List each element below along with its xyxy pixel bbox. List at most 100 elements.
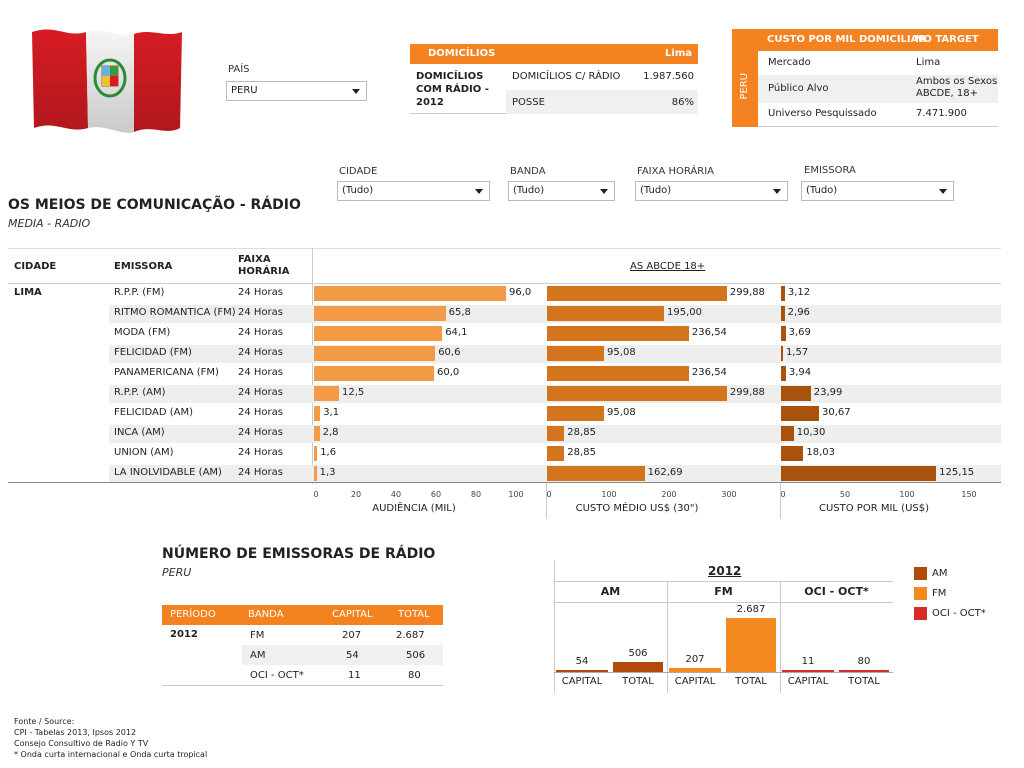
chart2-title: 2012 <box>708 564 742 578</box>
section1-title: OS MEIOS DE COMUNICAÇÃO - RÁDIO <box>8 197 301 213</box>
country-label: PAÍS <box>228 64 250 75</box>
filter-cidade-label: CIDADE <box>339 166 378 177</box>
cpm-side-bar: PERU <box>732 51 758 127</box>
bar-label-custo_mil: 2,96 <box>787 307 810 318</box>
chart2-category-label: TOTAL <box>848 676 880 687</box>
bar-label-custo_mil: 3,94 <box>788 367 812 378</box>
axis-tick: 150 <box>961 490 977 499</box>
axis-label-custo_mil: CUSTO POR MIL (US$) <box>819 503 929 514</box>
domicilios-value-1: 86% <box>671 97 694 108</box>
country-select[interactable]: PERU <box>226 81 367 101</box>
bar-label-custo_mil: 23,99 <box>813 387 843 398</box>
bar-label-custo_medio: 95,08 <box>607 347 636 358</box>
station-faixa: 24 Horas <box>238 287 283 298</box>
bar-label-custo_mil: 125,15 <box>939 467 975 478</box>
bar-audiencia <box>314 346 436 361</box>
bar-audiencia <box>314 446 318 461</box>
bar-custo_medio <box>547 406 605 421</box>
bar-label-custo_mil: 30,67 <box>822 407 851 418</box>
bar-label-custo_medio: 28,85 <box>567 427 596 438</box>
bar-audiencia <box>314 386 339 401</box>
chart2-category-label: CAPITAL <box>674 676 716 687</box>
station-faixa: 24 Horas <box>238 327 283 338</box>
filter-faixa-label: FAIXA HORÁRIA <box>637 166 715 177</box>
bar-audiencia <box>314 406 321 421</box>
station-name: R.P.P. (AM) <box>114 387 166 398</box>
emissoras-header: PERÍODO BANDA CAPITAL TOTAL <box>162 605 443 625</box>
bar-label-audiencia: 96,0 <box>509 287 532 298</box>
domicilios-header: DOMICÍLIOS Lima <box>410 44 698 64</box>
chart2-bar-am-total <box>613 661 663 672</box>
axis-tick: 60 <box>430 490 442 499</box>
bar-custo_medio <box>547 386 727 401</box>
footer-source: Fonte / Source: CPI - Tabelas 2013, Ipso… <box>14 716 207 760</box>
station-faixa: 24 Horas <box>238 387 283 398</box>
bar-label-audiencia: 60,0 <box>437 367 460 378</box>
domicilios-header-right: Lima <box>665 48 692 59</box>
emissoras-body: 2012 FM 207 2.687 AM 54 506 OCI - OCT* 1… <box>162 625 443 686</box>
bar-label-audiencia: 65,8 <box>448 307 471 318</box>
chart2-bar-am-capital <box>556 670 608 672</box>
bar-custo_medio <box>547 466 645 481</box>
station-name: UNION (AM) <box>114 447 174 458</box>
bar-custo_mil <box>781 326 786 341</box>
filter-emissora-select[interactable]: (Tudo) <box>801 181 954 201</box>
emissoras-capital-1: 54 <box>346 650 359 661</box>
axis-tick: 300 <box>721 490 737 499</box>
cpm-value-0: Lima <box>916 57 941 68</box>
cpm-header: CUSTO POR MIL DOMICILIAR NO TARGET <box>732 29 998 51</box>
station-name: LA INOLVIDABLE (AM) <box>114 467 222 478</box>
header-faixa: FAIXA HORÁRIA <box>238 254 290 277</box>
emissoras-header-total: TOTAL <box>398 609 430 620</box>
chart2-bar-oci-total <box>839 670 889 672</box>
bar-custo_mil <box>781 466 937 481</box>
axis-tick: 50 <box>839 490 851 499</box>
chart2-category-label: TOTAL <box>735 676 767 687</box>
chart2-category-label: CAPITAL <box>561 676 603 687</box>
legend-label-oci: OCI - OCT* <box>932 608 986 619</box>
city-lima: LIMA <box>14 287 42 298</box>
chart2-value-label: 2.687 <box>736 604 766 615</box>
station-name: PANAMERICANA (FM) <box>114 367 219 378</box>
cpm-label-2: Universo Pesquissado <box>768 108 877 119</box>
footer-line-1: CPI - Tabelas 2013, Ipsos 2012 <box>14 728 137 737</box>
cpm-body: Mercado Lima Público Alvo Ambos os Sexos… <box>758 51 998 127</box>
emissoras-banda-1: AM <box>250 650 266 661</box>
footer-line-2: Consejo Consultivo de Radio Y TV <box>14 739 149 748</box>
cpm-label-0: Mercado <box>768 57 811 68</box>
emissoras-capital-2: 11 <box>348 670 361 681</box>
country-select-value: PERU <box>231 85 258 96</box>
bar-label-audiencia: 3,1 <box>323 407 340 418</box>
filter-emissora-label: EMISSORA <box>804 165 856 176</box>
section1-subtitle: MEDIA - RADIO <box>8 217 91 230</box>
station-faixa: 24 Horas <box>238 447 283 458</box>
footer-line-0: Fonte / Source: <box>14 717 75 726</box>
chart2-category-label: CAPITAL <box>787 676 829 687</box>
bar-custo_medio <box>547 446 565 461</box>
bar-custo_mil <box>781 406 820 421</box>
bar-custo_mil <box>781 286 785 301</box>
bar-label-custo_medio: 95,08 <box>607 407 636 418</box>
bar-label-custo_mil: 1,57 <box>785 347 809 358</box>
bar-label-custo_medio: 299,88 <box>729 287 765 298</box>
header-target: AS ABCDE 18+ <box>630 261 706 272</box>
bar-custo_medio <box>547 426 565 441</box>
filter-cidade-value: (Tudo) <box>342 185 374 196</box>
domicilios-label-0: DOMICÍLIOS C/ RÁDIO <box>512 71 621 82</box>
filter-faixa-select[interactable]: (Tudo) <box>635 181 788 201</box>
bar-label-audiencia: 1,6 <box>320 447 337 458</box>
legend-label-am: AM <box>932 568 948 579</box>
chart2-bar-oci-capital <box>782 670 834 672</box>
axis-tick: 100 <box>601 490 617 499</box>
chart2-value-label: 207 <box>685 653 705 665</box>
bar-audiencia <box>314 326 443 341</box>
filter-cidade-select[interactable]: (Tudo) <box>337 181 490 201</box>
legend-swatch-oci <box>914 607 927 620</box>
chart2-category-label: TOTAL <box>622 676 654 687</box>
bar-label-custo_mil: 3,69 <box>788 327 811 338</box>
bar-custo_mil <box>781 386 811 401</box>
filter-banda-select[interactable]: (Tudo) <box>508 181 615 201</box>
axis-tick: 80 <box>470 490 482 499</box>
bar-label-audiencia: 12,5 <box>342 387 365 398</box>
bar-label-custo_mil: 10,30 <box>796 427 826 438</box>
